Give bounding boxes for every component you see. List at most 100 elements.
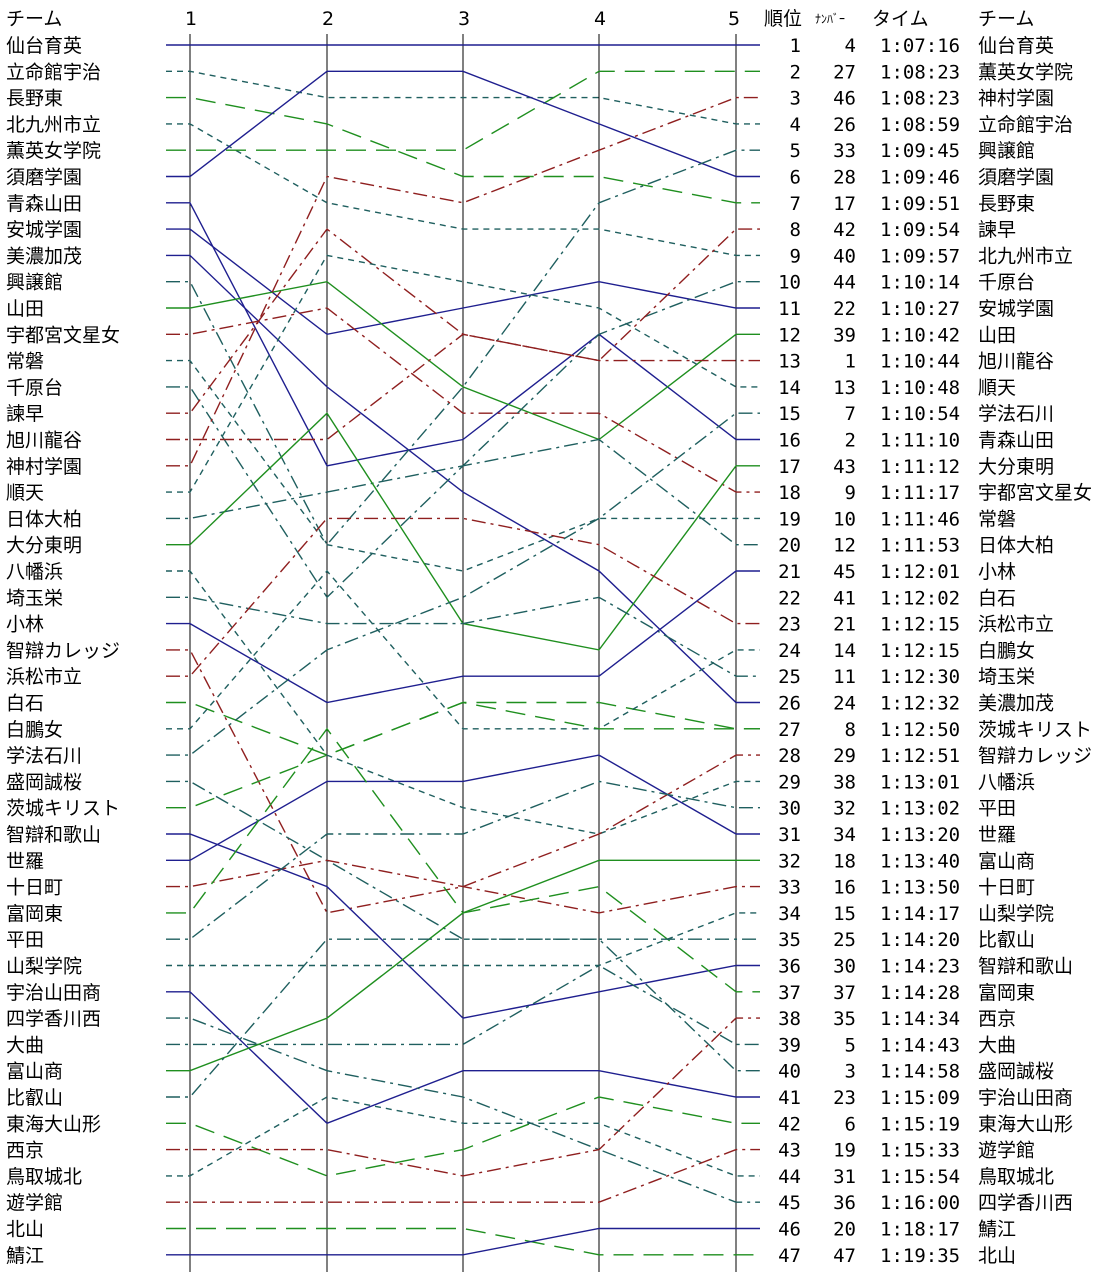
team-rank-line [166, 964, 760, 1046]
result-team: 比叡山 [978, 929, 1035, 951]
start-team-label: 神村学園 [6, 456, 82, 478]
result-time: 1:07:16 [880, 35, 960, 57]
result-team: 盛岡誠桜 [978, 1061, 1054, 1083]
start-order-labels: 仙台育英立命館宇治長野東北九州市立薫英女学院須磨学園青森山田安城学園美濃加茂興譲… [6, 35, 120, 1267]
result-number: 34 [833, 824, 856, 846]
result-rank: 43 [778, 1140, 801, 1162]
result-time: 1:11:53 [880, 535, 960, 557]
team-rank-line [166, 307, 760, 493]
result-team: 小林 [978, 561, 1016, 583]
result-rank: 36 [778, 956, 801, 978]
result-number: 36 [833, 1192, 856, 1214]
start-team-label: 白石 [6, 693, 44, 715]
result-rank: 23 [778, 614, 801, 636]
result-time: 1:14:34 [880, 1008, 960, 1030]
start-team-label: 小林 [6, 614, 44, 636]
team-rank-line [166, 754, 760, 861]
result-team: 神村学園 [978, 88, 1054, 110]
start-team-label: 世羅 [6, 850, 44, 872]
team-rank-line [166, 333, 760, 441]
team-rank-line [166, 991, 760, 1125]
start-team-label: 盛岡誠桜 [6, 771, 82, 793]
result-time: 1:10:54 [880, 403, 960, 425]
start-team-label: 富岡東 [6, 903, 63, 925]
start-team-label: 白鵬女 [6, 719, 63, 741]
result-team: 美濃加茂 [978, 693, 1054, 715]
result-rank: 38 [778, 1008, 801, 1030]
team-rank-line [166, 254, 760, 493]
result-rank: 6 [790, 167, 801, 189]
start-team-label: 千原台 [6, 377, 63, 399]
result-team: 諫早 [978, 219, 1016, 241]
result-number: 5 [845, 1034, 856, 1056]
result-team: 北山 [978, 1245, 1016, 1267]
result-rank: 29 [778, 771, 801, 793]
result-rank: 9 [790, 245, 801, 267]
team-rank-line [166, 1227, 760, 1256]
result-team: 東海大山形 [978, 1113, 1073, 1135]
result-number: 46 [833, 88, 856, 110]
result-number: 33 [833, 140, 856, 162]
result-team: 安城学園 [978, 298, 1054, 320]
result-number: 11 [833, 666, 856, 688]
result-number: 13 [833, 377, 856, 399]
start-team-label: 平田 [6, 929, 44, 951]
start-team-label: 西京 [6, 1140, 44, 1162]
result-number: 19 [833, 1140, 856, 1162]
result-time: 1:18:17 [880, 1219, 960, 1241]
result-team: 立命館宇治 [978, 114, 1073, 136]
result-team: 智辯和歌山 [978, 956, 1073, 978]
result-rank: 27 [778, 719, 801, 741]
result-rank: 1 [790, 35, 801, 57]
time-header: タイム [872, 8, 929, 30]
start-team-label: 智辯和歌山 [6, 824, 101, 846]
team-rank-line [166, 96, 760, 204]
result-team: 八幡浜 [978, 771, 1035, 793]
start-team-label: 諫早 [6, 403, 44, 425]
result-rank: 21 [778, 561, 801, 583]
team-rank-line [166, 96, 760, 467]
start-team-label: 安城学園 [6, 219, 82, 241]
result-number: 43 [833, 456, 856, 478]
result-rank: 31 [778, 824, 801, 846]
result-time: 1:12:15 [880, 640, 960, 662]
result-team: 大分東明 [978, 456, 1054, 478]
team-rank-line [166, 1096, 760, 1177]
start-team-label: 遊学館 [6, 1192, 63, 1214]
result-team: 須磨学園 [978, 167, 1054, 189]
result-time: 1:09:45 [880, 140, 960, 162]
result-number: 20 [833, 1219, 856, 1241]
start-team-label: 日体大柏 [6, 508, 82, 530]
result-team: 西京 [978, 1008, 1016, 1030]
team-rank-line [166, 1148, 760, 1203]
result-rank: 20 [778, 535, 801, 557]
result-number: 23 [833, 1087, 856, 1109]
result-team: 常磐 [978, 508, 1016, 530]
start-team-label: 山田 [6, 298, 44, 320]
result-time: 1:12:51 [880, 745, 960, 767]
leg-label: 4 [594, 8, 606, 30]
result-number: 26 [833, 114, 856, 136]
start-team-label: 富山商 [6, 1061, 63, 1083]
result-time: 1:15:19 [880, 1113, 960, 1135]
result-number: 42 [833, 219, 856, 241]
start-team-label: 大曲 [6, 1034, 44, 1056]
result-team: 宇治山田商 [978, 1087, 1073, 1109]
start-team-label: 智辯カレッジ [6, 640, 120, 662]
result-team: 大曲 [978, 1034, 1016, 1056]
result-number: 47 [833, 1245, 856, 1267]
result-time: 1:13:20 [880, 824, 960, 846]
result-time: 1:10:14 [880, 272, 960, 294]
result-time: 1:11:12 [880, 456, 960, 478]
result-number: 7 [845, 403, 856, 425]
result-number: 30 [833, 956, 856, 978]
result-number: 41 [833, 587, 856, 609]
team-rank-line [166, 359, 760, 572]
result-time: 1:12:15 [880, 614, 960, 636]
team-rank-line [166, 938, 760, 1098]
result-rank: 32 [778, 850, 801, 872]
result-team: 富岡東 [978, 982, 1035, 1004]
result-rank: 4 [790, 114, 801, 136]
result-number: 25 [833, 929, 856, 951]
